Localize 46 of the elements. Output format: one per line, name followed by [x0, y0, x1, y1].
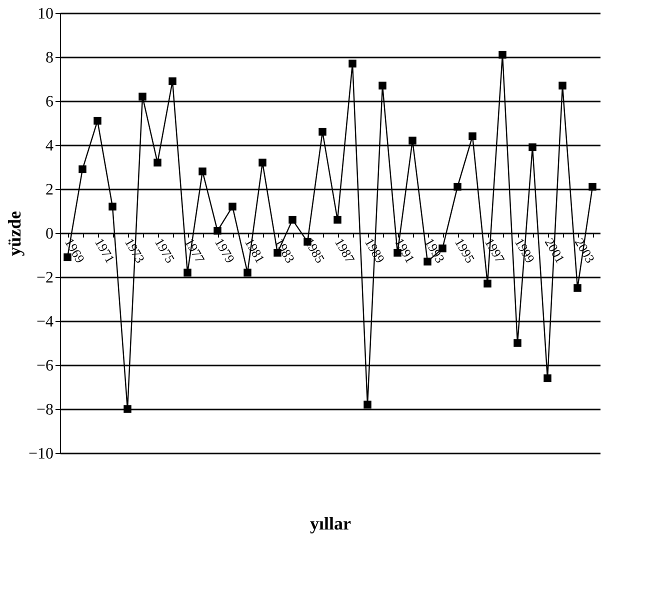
point: [184, 268, 192, 276]
point: [124, 405, 132, 413]
y-tick-label: −4: [36, 314, 54, 330]
y-tick-label: 4: [46, 138, 54, 154]
point: [214, 226, 222, 235]
point: [484, 280, 492, 288]
point: [364, 400, 372, 408]
x-tick-label: 1977: [182, 236, 208, 266]
y-axis-title: yüzde: [4, 210, 24, 256]
y-tick-label: 2: [46, 182, 54, 198]
y-tick-label: 0: [46, 226, 54, 242]
y-tick-label: 6: [46, 94, 54, 110]
point: [258, 158, 266, 166]
point: [138, 92, 146, 100]
point: [228, 202, 236, 210]
point: [468, 132, 476, 140]
point: [498, 50, 506, 59]
point: [378, 82, 386, 90]
point: [528, 143, 536, 152]
point: [244, 268, 252, 276]
y-tick-label: 8: [46, 50, 54, 66]
point: [288, 216, 296, 224]
y-tick-label: −8: [36, 402, 54, 418]
y-tick-label: −2: [36, 270, 54, 286]
x-axis-title: yıllar: [310, 514, 352, 534]
x-tick-label: 1997: [482, 236, 508, 266]
point: [168, 77, 176, 86]
y-tick-label: 10: [38, 6, 54, 22]
y-tick-label: −6: [36, 358, 54, 374]
point: [348, 60, 356, 68]
point: [544, 374, 552, 382]
point: [454, 182, 462, 191]
point: [78, 165, 86, 174]
point: [574, 284, 582, 292]
point: [334, 216, 342, 224]
x-tick-label: 1987: [332, 236, 358, 266]
point: [558, 82, 566, 90]
point: [318, 128, 326, 136]
point: [514, 339, 522, 347]
y-tick-label: −10: [28, 446, 54, 462]
point: [154, 158, 162, 166]
point: [94, 116, 102, 125]
point: [198, 168, 206, 176]
point: [408, 136, 416, 144]
point: [108, 202, 116, 210]
point: [588, 182, 596, 191]
